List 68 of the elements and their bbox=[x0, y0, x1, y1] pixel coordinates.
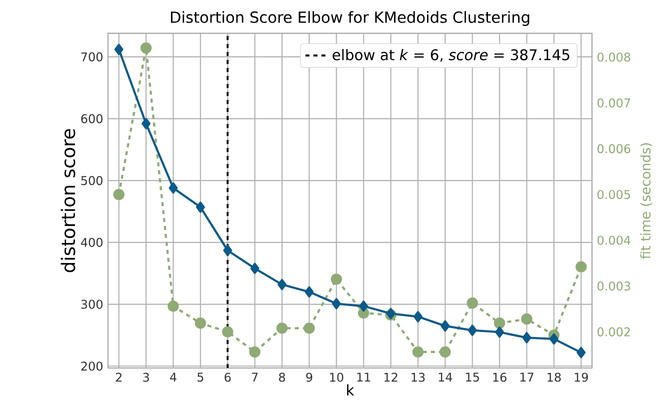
y-axis-title: distortion score bbox=[60, 129, 76, 272]
point bbox=[304, 286, 314, 298]
point bbox=[466, 297, 478, 309]
y2-tick-label: 0.008 bbox=[598, 52, 630, 62]
x-tick-label: 8 bbox=[279, 372, 286, 382]
point bbox=[304, 322, 315, 334]
x-tick-label: 17 bbox=[520, 372, 534, 382]
x-tick-label: 11 bbox=[357, 372, 370, 382]
point bbox=[521, 313, 532, 325]
x-tick-label: 19 bbox=[574, 372, 588, 382]
point bbox=[440, 346, 451, 358]
y-tick-label: 300 bbox=[81, 300, 102, 309]
y2-tick-label: 0.004 bbox=[598, 236, 630, 245]
x-tick-label: 14 bbox=[438, 372, 452, 382]
point bbox=[330, 274, 342, 285]
y-tick-label: 200 bbox=[81, 362, 102, 371]
point bbox=[522, 332, 532, 344]
point bbox=[168, 182, 178, 194]
point bbox=[249, 346, 260, 358]
y2-tick-label: 0.003 bbox=[598, 282, 630, 291]
point bbox=[549, 333, 558, 345]
chart-title: Distortion Score Elbow for KMedoids Clustering bbox=[170, 11, 530, 26]
x-tick-label: 6 bbox=[224, 372, 231, 382]
y-tick-label: 600 bbox=[81, 114, 102, 124]
y2-tick-label: 0.007 bbox=[598, 98, 630, 108]
point bbox=[222, 326, 234, 338]
point bbox=[576, 261, 587, 272]
point bbox=[495, 326, 504, 338]
x-tick-label: 16 bbox=[493, 372, 506, 382]
point bbox=[440, 320, 450, 332]
point bbox=[194, 318, 206, 329]
y2-tick-label: 0.006 bbox=[598, 144, 630, 154]
y-tick-label: 500 bbox=[81, 176, 102, 186]
x-tick-label: 2 bbox=[116, 372, 122, 382]
x-tick-label: 4 bbox=[170, 372, 176, 382]
x-tick-label: 3 bbox=[143, 372, 149, 382]
point bbox=[140, 42, 152, 54]
y2-tick-label: 0.005 bbox=[598, 190, 630, 200]
point bbox=[250, 262, 260, 274]
x-tick-label: 18 bbox=[548, 372, 561, 382]
x-tick-label: 13 bbox=[412, 372, 425, 382]
point bbox=[196, 202, 205, 213]
y2-tick-label: 0.002 bbox=[598, 327, 630, 336]
x-tick-label: 10 bbox=[330, 372, 344, 382]
x-axis-title: k bbox=[347, 384, 354, 396]
point bbox=[468, 324, 477, 336]
point bbox=[168, 300, 179, 312]
point bbox=[223, 244, 232, 256]
point bbox=[114, 44, 124, 56]
point bbox=[276, 322, 288, 334]
y-tick-label: 400 bbox=[80, 238, 102, 247]
point bbox=[494, 318, 506, 329]
x-tick-label: 15 bbox=[466, 372, 479, 382]
point bbox=[278, 278, 286, 290]
x-tick-label: 12 bbox=[384, 372, 398, 382]
point bbox=[412, 346, 424, 358]
point bbox=[359, 300, 368, 312]
point bbox=[576, 346, 586, 358]
point bbox=[142, 118, 151, 130]
y-tick-label: 700 bbox=[81, 52, 102, 62]
x-tick-label: 9 bbox=[306, 372, 312, 382]
ref-line-label: elbow at k = 6, score = 387.145 bbox=[332, 48, 570, 62]
y2-axis-title: fit time (seconds) bbox=[640, 143, 652, 259]
x-tick-label: 5 bbox=[198, 372, 204, 382]
x-tick-label: 7 bbox=[252, 372, 258, 382]
point bbox=[332, 298, 341, 310]
point bbox=[113, 188, 124, 200]
point bbox=[414, 311, 422, 322]
